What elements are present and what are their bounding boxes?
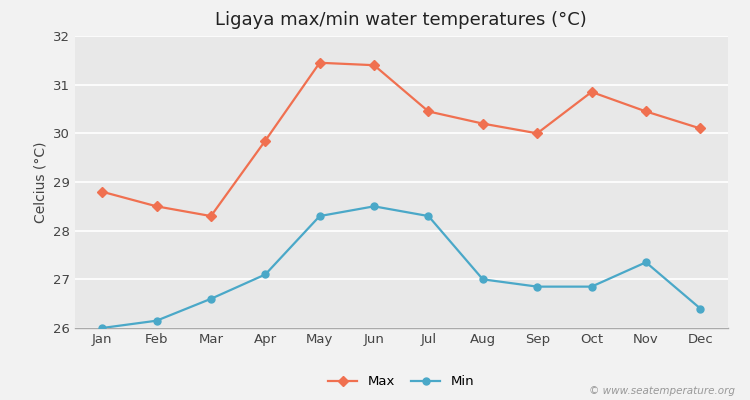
Max: [424, 109, 433, 114]
Min: [98, 326, 106, 330]
Max: [587, 90, 596, 94]
Min: [424, 214, 433, 218]
Title: Ligaya max/min water temperatures (°C): Ligaya max/min water temperatures (°C): [215, 11, 587, 29]
Max: [152, 204, 161, 209]
Min: [152, 318, 161, 323]
Min: [641, 260, 650, 265]
Max: [98, 189, 106, 194]
Min: [315, 214, 324, 218]
Min: [370, 204, 379, 209]
Y-axis label: Celcius (°C): Celcius (°C): [34, 141, 47, 223]
Max: [206, 214, 215, 218]
Legend: Max, Min: Max, Min: [328, 376, 474, 388]
Max: [641, 109, 650, 114]
Line: Min: Min: [99, 203, 704, 332]
Min: [587, 284, 596, 289]
Max: [478, 121, 488, 126]
Line: Max: Max: [99, 59, 704, 220]
Min: [261, 272, 270, 277]
Max: [532, 131, 542, 136]
Max: [696, 126, 705, 131]
Min: [206, 296, 215, 301]
Min: [696, 306, 705, 311]
Max: [261, 138, 270, 143]
Max: [315, 60, 324, 65]
Min: [478, 277, 488, 282]
Text: © www.seatemperature.org: © www.seatemperature.org: [589, 386, 735, 396]
Max: [370, 63, 379, 68]
Min: [532, 284, 542, 289]
